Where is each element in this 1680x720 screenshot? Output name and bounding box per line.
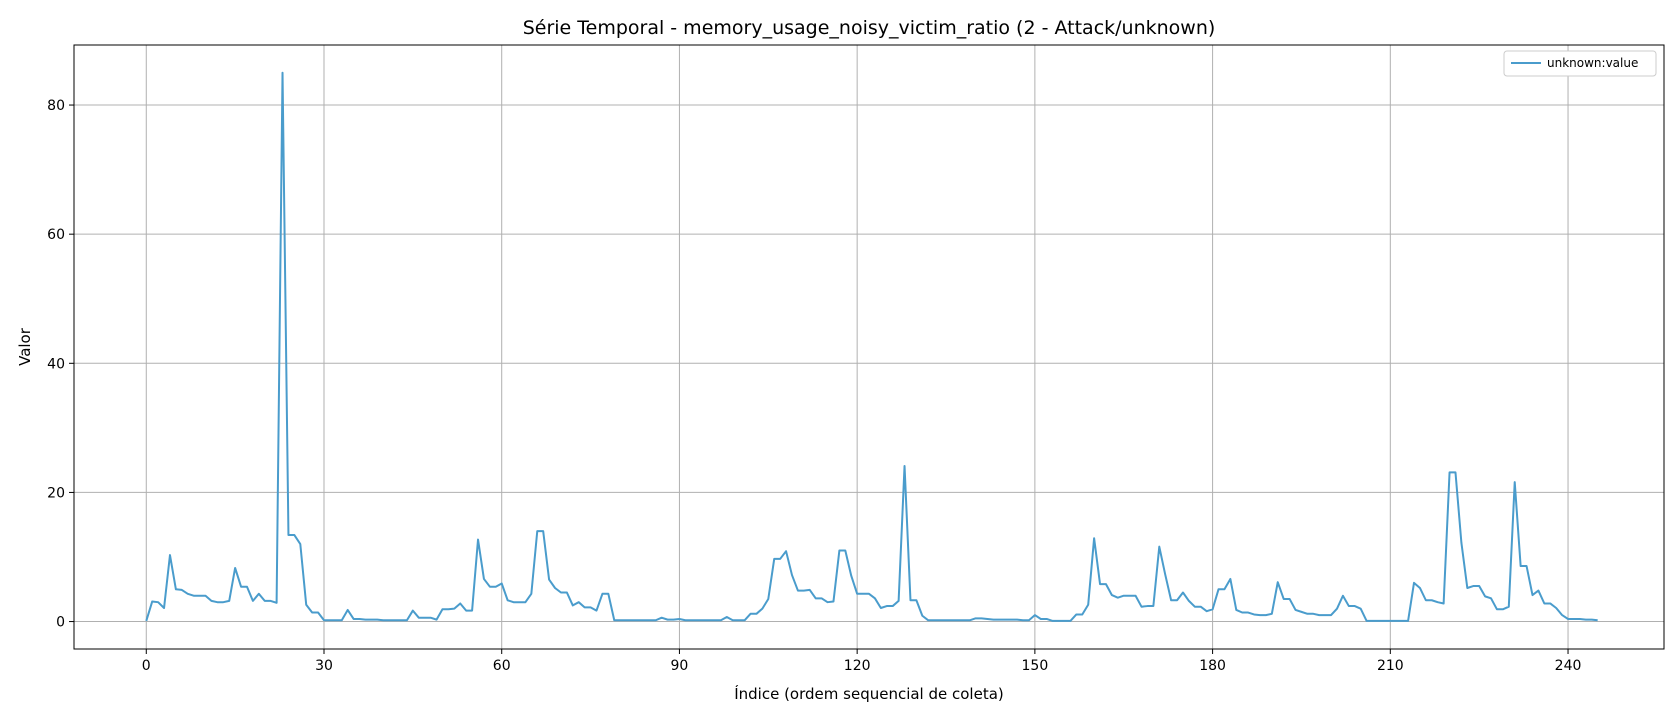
- series-line: [145, 71, 1598, 622]
- y-axis-label: Valor: [16, 327, 34, 366]
- x-tick-label: 240: [1555, 658, 1582, 674]
- x-tick-label: 0: [142, 658, 151, 674]
- plot-frame: [73, 44, 1665, 650]
- grid: [74, 45, 1664, 649]
- legend: unknown:value: [1503, 50, 1657, 77]
- y-tick-label: 60: [47, 227, 65, 243]
- x-tick-label: 150: [1022, 658, 1049, 674]
- x-tick-label: 30: [315, 658, 333, 674]
- y-axis: 0 20 40 60 80: [47, 98, 74, 631]
- y-tick-label: 0: [56, 615, 65, 631]
- x-tick-label: 180: [1199, 658, 1226, 674]
- y-tick-label: 20: [47, 485, 65, 501]
- legend-label: unknown:value: [1547, 56, 1638, 70]
- x-tick-label: 210: [1377, 658, 1404, 674]
- x-axis: 0 30 60 90 120 150 180 210 240: [142, 649, 1582, 674]
- y-tick-label: 80: [47, 98, 65, 114]
- legend-box: [1503, 50, 1657, 77]
- chart-title: Série Temporal - memory_usage_noisy_vict…: [523, 17, 1216, 39]
- x-axis-label: Índice (ordem sequencial de coleta): [734, 684, 1004, 703]
- x-tick-label: 120: [844, 658, 871, 674]
- y-tick-label: 40: [47, 356, 65, 372]
- series-layer: [145, 71, 1598, 622]
- x-tick-label: 90: [671, 658, 689, 674]
- x-tick-label: 60: [493, 658, 511, 674]
